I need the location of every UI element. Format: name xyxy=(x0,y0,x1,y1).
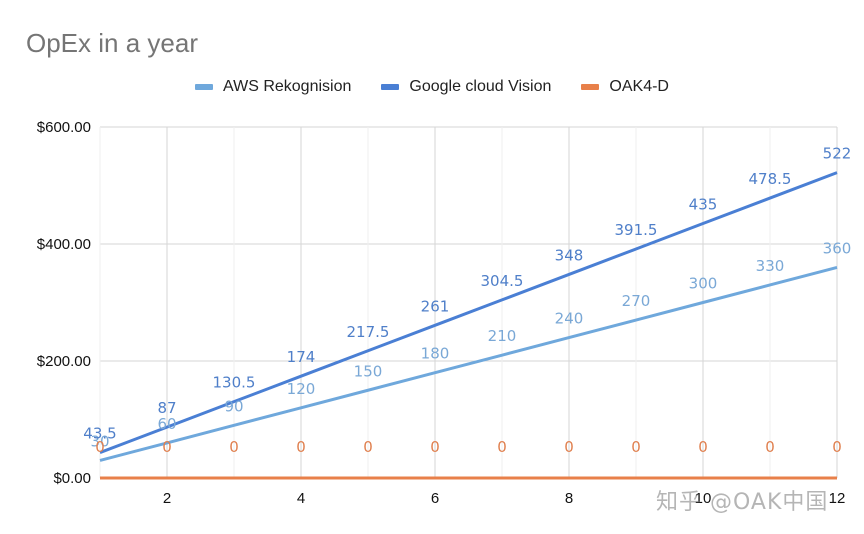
data-label-google: 87 xyxy=(157,399,176,417)
x-tick-label: 6 xyxy=(431,490,439,507)
data-label-aws: 240 xyxy=(555,310,584,328)
data-labels: 30 60 90 120 150 180 210 240 270 300 330 360 43.5 87 1… xyxy=(83,145,851,456)
legend-item-oak[interactable]: OAK4-D xyxy=(581,78,669,96)
gridlines xyxy=(99,126,838,478)
line-google-cloud-vision xyxy=(99,171,838,454)
data-label-google: 435 xyxy=(689,196,718,214)
y-axis-ticks: $0.00 $200.00 $400.00 $600.00 xyxy=(37,119,91,487)
y-tick-label: $400.00 xyxy=(37,236,91,253)
x-axis-ticks: 2 4 6 8 10 12 xyxy=(163,490,846,507)
data-label-google: 348 xyxy=(555,246,584,264)
data-label-aws: 120 xyxy=(287,380,316,398)
legend-item-google[interactable]: Google cloud Vision xyxy=(381,78,551,96)
data-label-aws: 180 xyxy=(421,345,450,363)
data-label-google: 261 xyxy=(421,297,450,315)
data-label-aws: 300 xyxy=(689,275,718,293)
data-label-oak: 0 xyxy=(832,438,842,456)
data-label-aws: 270 xyxy=(622,292,651,310)
data-label-aws: 360 xyxy=(823,239,852,257)
data-label-aws: 210 xyxy=(488,327,517,345)
series-lines xyxy=(99,171,838,480)
x-tick-label: 10 xyxy=(695,490,712,507)
data-label-oak: 0 xyxy=(162,438,172,456)
legend-item-aws[interactable]: AWS Rekognision xyxy=(195,78,351,96)
watermark: 知乎 @OAK中国 xyxy=(656,490,829,515)
chart-title: OpEx in a year xyxy=(26,28,198,58)
data-label-oak: 0 xyxy=(95,438,105,456)
legend-swatch-aws xyxy=(195,84,214,90)
data-label-google: 304.5 xyxy=(481,272,524,290)
x-tick-label: 8 xyxy=(565,490,573,507)
data-label-oak: 0 xyxy=(698,438,708,456)
y-tick-label: $0.00 xyxy=(53,470,91,487)
data-label-aws: 150 xyxy=(354,362,383,380)
data-label-google: 522 xyxy=(823,145,852,163)
x-tick-label: 2 xyxy=(163,490,171,507)
data-label-oak: 0 xyxy=(564,438,574,456)
data-label-oak: 0 xyxy=(430,438,440,456)
data-label-aws: 330 xyxy=(756,257,785,275)
data-label-oak: 0 xyxy=(363,438,373,456)
data-label-oak: 0 xyxy=(497,438,507,456)
y-tick-label: $600.00 xyxy=(37,119,91,136)
data-label-aws: 30 xyxy=(90,432,109,450)
data-label-oak: 0 xyxy=(296,438,306,456)
data-label-oak: 0 xyxy=(229,438,239,456)
data-label-google: 174 xyxy=(287,348,316,366)
data-label-google: 130.5 xyxy=(213,374,256,392)
data-label-aws: 90 xyxy=(224,397,243,415)
line-aws-rekognision xyxy=(99,265,838,462)
data-label-oak: 0 xyxy=(765,438,775,456)
data-label-google: 478.5 xyxy=(749,170,792,188)
legend-swatch-google xyxy=(381,84,400,90)
legend-label-oak: OAK4-D xyxy=(609,78,669,95)
data-label-google: 217.5 xyxy=(347,323,390,341)
legend-label-google: Google cloud Vision xyxy=(409,78,552,95)
legend-label-aws: AWS Rekognision xyxy=(223,78,352,95)
data-label-google: 43.5 xyxy=(83,425,116,443)
x-tick-label: 12 xyxy=(829,490,846,507)
data-label-oak: 0 xyxy=(631,438,641,456)
legend-swatch-oak xyxy=(581,84,600,90)
data-label-google: 391.5 xyxy=(615,221,658,239)
y-tick-label: $200.00 xyxy=(37,353,91,370)
data-label-aws: 60 xyxy=(157,415,176,433)
x-tick-label: 4 xyxy=(297,490,305,507)
legend: AWS Rekognision Google cloud Vision OAK4… xyxy=(0,78,864,96)
